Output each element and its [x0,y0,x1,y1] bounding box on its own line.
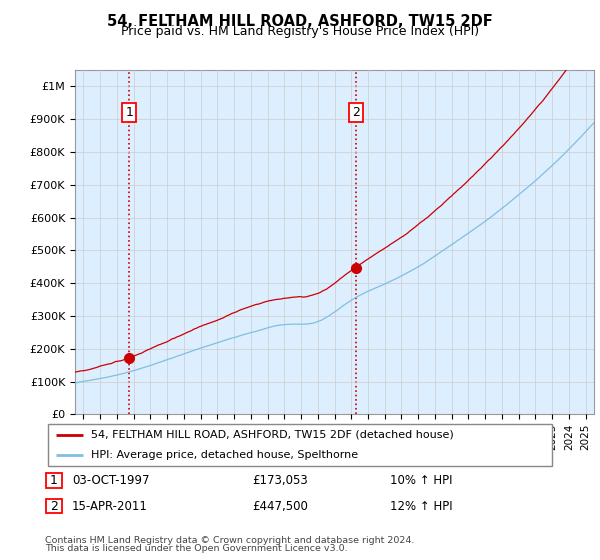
Text: 54, FELTHAM HILL ROAD, ASHFORD, TW15 2DF: 54, FELTHAM HILL ROAD, ASHFORD, TW15 2DF [107,14,493,29]
Text: 10% ↑ HPI: 10% ↑ HPI [390,474,452,487]
Text: 1: 1 [50,474,58,487]
Text: HPI: Average price, detached house, Spelthorne: HPI: Average price, detached house, Spel… [91,450,358,460]
Text: 12% ↑ HPI: 12% ↑ HPI [390,500,452,513]
Text: Price paid vs. HM Land Registry's House Price Index (HPI): Price paid vs. HM Land Registry's House … [121,25,479,38]
Text: £173,053: £173,053 [252,474,308,487]
Text: This data is licensed under the Open Government Licence v3.0.: This data is licensed under the Open Gov… [45,544,347,553]
Text: £447,500: £447,500 [252,500,308,513]
Text: 2: 2 [50,500,58,513]
Text: 2: 2 [352,106,360,119]
Text: 54, FELTHAM HILL ROAD, ASHFORD, TW15 2DF (detached house): 54, FELTHAM HILL ROAD, ASHFORD, TW15 2DF… [91,430,454,440]
Text: 03-OCT-1997: 03-OCT-1997 [72,474,149,487]
Text: Contains HM Land Registry data © Crown copyright and database right 2024.: Contains HM Land Registry data © Crown c… [45,536,415,545]
Text: 15-APR-2011: 15-APR-2011 [72,500,148,513]
Text: 1: 1 [125,106,133,119]
